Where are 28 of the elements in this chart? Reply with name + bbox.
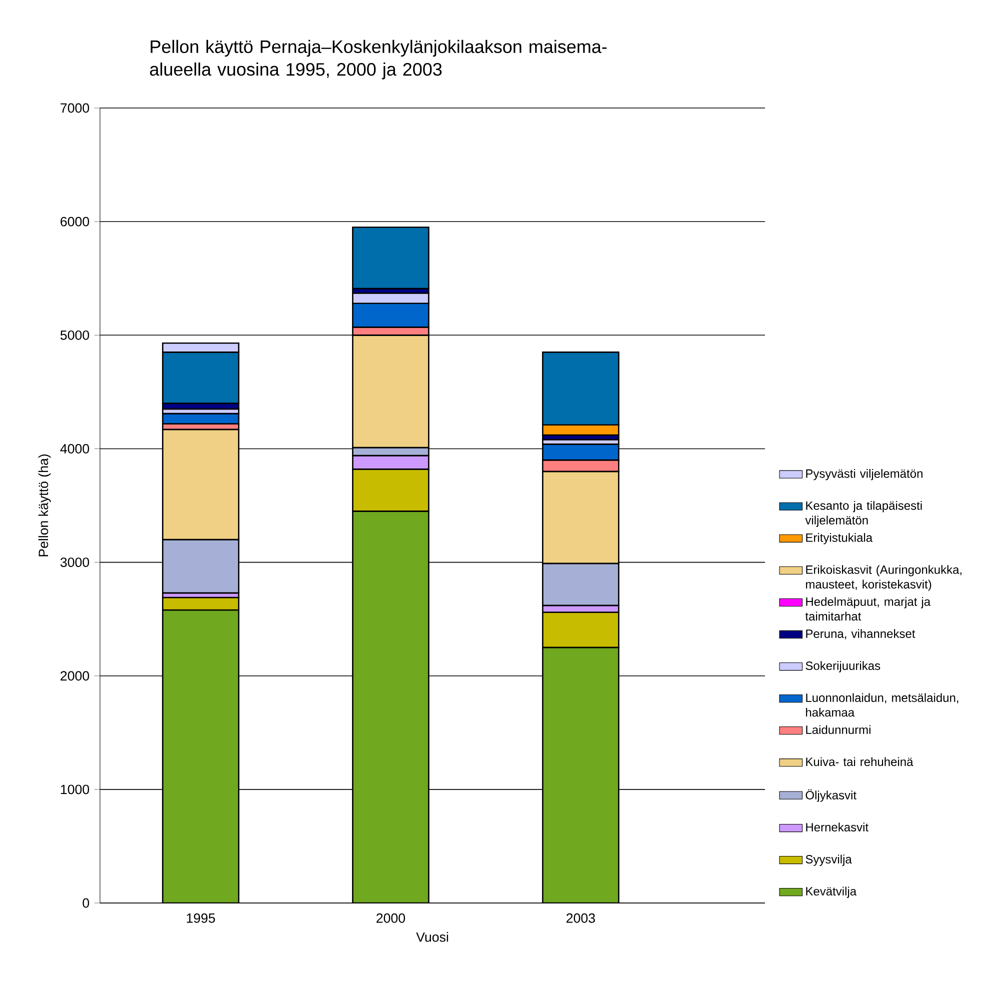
legend-label: Syysvilja [806,854,852,866]
y-tick-label: 2000 [60,671,90,681]
y-axis-title: Pellon käyttö (ha) [38,454,51,556]
x-tick-label: 2003 [566,913,595,923]
legend-label: Kuiva- tai rehuheinä [806,757,914,766]
y-tick-label: 5000 [60,330,90,340]
legend-label: Öljykasvit [806,789,856,802]
legend-label: Kevätvilja [806,886,857,898]
chart-title: Pellon käyttö Pernaja–Koskenkylänjokilaakson maisema-alueella vuosina 1995, 2000 ja 2003 [150,40,607,80]
legend-label: Erikoiskasvit (Auringonkukka, mausteet, koristekasvit) [806,565,962,591]
legend-label: Sokerijuurikas [806,661,880,672]
y-tick-label: 7000 [60,103,90,113]
y-tick-label: 1000 [60,784,90,794]
legend-label: Pysyvästi viljelemätön [806,468,922,480]
y-tick-label: 4000 [60,444,90,454]
legend-label: Laidunnurmi [806,725,870,734]
legend-label: Peruna, vihannekset [806,629,916,640]
legend-label: Kesanto ja tilapäisesti viljelemätön [805,501,922,527]
x-tick-label: 2000 [376,913,406,923]
x-tick-label: 1995 [186,913,215,923]
y-tick-label: 0 [82,898,90,908]
legend-label: Hernekasvit [806,822,868,832]
legend-label: Hedelmäpuut, marjat ja taimitarhat [805,597,931,621]
legend-label: Luonnonlaidun, metsälaidun, hakamaa [806,693,958,717]
y-tick-label: 6000 [60,216,90,226]
legend-label: Erityistukiala [806,533,873,544]
y-tick-label: 3000 [60,558,90,568]
x-axis-title: Vuosi [416,932,448,942]
